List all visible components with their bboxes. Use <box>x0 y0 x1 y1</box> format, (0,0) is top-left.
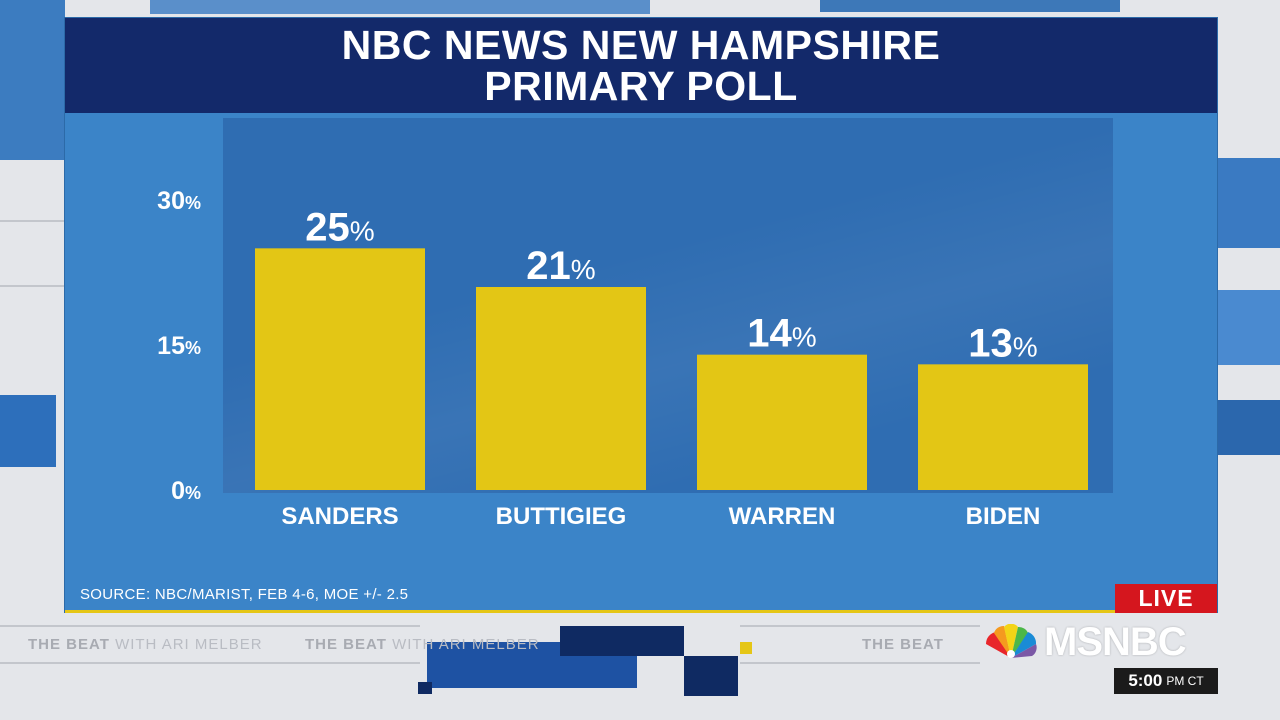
category-label: BIDEN <box>966 503 1041 530</box>
category-label: SANDERS <box>281 503 398 530</box>
bar-sanders <box>255 248 425 490</box>
backdrop-block <box>0 395 56 467</box>
bar-buttigieg <box>476 287 646 490</box>
backdrop-block <box>1217 400 1280 455</box>
backdrop-stripe <box>740 662 980 664</box>
backdrop-block <box>1217 158 1280 248</box>
show-name-bold: THE BEAT <box>862 636 944 653</box>
category-label: WARREN <box>729 503 836 530</box>
backdrop-block <box>820 0 1120 12</box>
title-line-2: PRIMARY POLL <box>484 62 798 109</box>
title-line-1: NBC NEWS NEW HAMPSHIRE <box>341 21 941 68</box>
panel-accent-line <box>65 610 1217 613</box>
network-logo: MSNBC <box>982 619 1187 664</box>
show-ticker: THE BEAT WITH ARI MELBER THE BEAT WITH A… <box>0 636 1280 654</box>
source-note: SOURCE: NBC/MARIST, FEB 4-6, MOE +/- 2.5 <box>80 586 409 603</box>
live-badge: LIVE <box>1115 584 1217 613</box>
peacock-icon <box>985 624 1037 658</box>
backdrop-stripe <box>0 285 65 287</box>
bar-chart: 0% 15% 30% 25% SANDERS 21% BUTTIGIEG 14% WARREN 1… <box>157 187 1088 530</box>
backdrop-block <box>560 626 684 656</box>
time-value: 5:00 <box>1128 671 1163 690</box>
backdrop-block <box>740 642 752 654</box>
graphic-title: NBC NEWS NEW HAMPSHIRE PRIMARY POLL <box>65 18 1217 113</box>
backdrop-block <box>418 682 432 694</box>
show-name-bold: THE BEAT <box>305 636 387 653</box>
show-name-rest: WITH ARI MELBER <box>392 636 540 653</box>
show-name-bold: THE BEAT <box>28 636 110 653</box>
show-name-rest: WITH ARI MELBER <box>115 636 263 653</box>
data-label: 13% <box>968 321 1037 365</box>
bar-biden <box>918 364 1088 490</box>
backdrop-block <box>684 656 738 696</box>
data-label: 21% <box>526 244 595 288</box>
backdrop-block <box>150 0 650 14</box>
time-zone: PM CT <box>1166 674 1204 688</box>
backdrop-stripe <box>0 662 420 664</box>
backdrop-block <box>0 0 65 160</box>
backdrop-stripe <box>0 625 420 627</box>
network-name: MSNBC <box>1044 619 1187 664</box>
show-name: THE BEAT <box>862 636 944 653</box>
bar-warren <box>697 354 867 490</box>
time-badge: 5:00 PM CT <box>1114 668 1218 694</box>
y-tick-label: 15% <box>157 332 201 360</box>
show-name: THE BEAT WITH ARI MELBER <box>305 636 540 653</box>
backdrop-stripe <box>0 220 65 222</box>
backdrop-block <box>1217 290 1280 365</box>
category-label: BUTTIGIEG <box>496 503 627 530</box>
y-tick-label: 0% <box>171 477 201 505</box>
show-name: THE BEAT WITH ARI MELBER <box>28 636 263 653</box>
poll-graphic: NBC NEWS NEW HAMPSHIRE PRIMARY POLL 0% 15… <box>65 18 1217 613</box>
data-label: 25% <box>305 205 374 249</box>
backdrop-stripe <box>740 625 980 627</box>
data-label: 14% <box>747 312 816 356</box>
y-tick-label: 30% <box>157 187 201 215</box>
